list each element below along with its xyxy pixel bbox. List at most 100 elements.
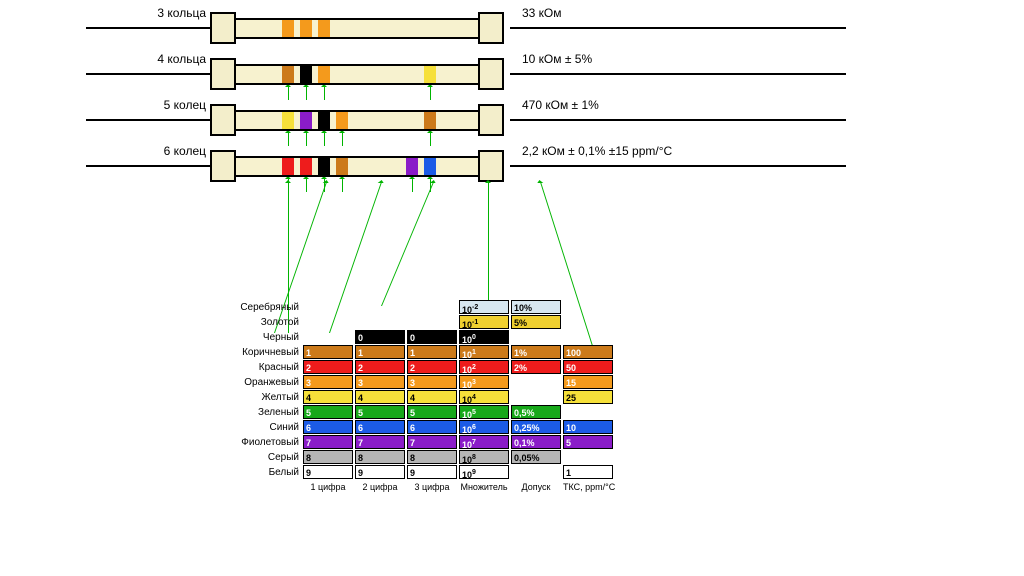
table-row: Оранжевый33310315 — [213, 375, 615, 390]
resistor-row-3: 6 колец 2,2 кОм ± 0,1% ±15 ppm/°C — [86, 144, 846, 188]
tkc-cell — [563, 330, 613, 344]
table-row: Коричневый1111011%100 — [213, 345, 615, 360]
color-name: Синий — [213, 420, 303, 435]
digit-cell: 5 — [407, 405, 457, 419]
multiplier-cell: 100 — [459, 330, 509, 344]
arrow-line-icon — [381, 182, 434, 306]
digit-cell: 1 — [355, 345, 405, 359]
digit-cell: 9 — [407, 465, 457, 479]
resistor-label-right: 10 кОм ± 5% — [522, 52, 842, 66]
color-name: Оранжевый — [213, 375, 303, 390]
digit-cell: 2 — [407, 360, 457, 374]
digit-cell — [303, 330, 353, 344]
resistor-label-right: 33 кОм — [522, 6, 842, 20]
column-header: Допуск — [511, 480, 561, 495]
table-row: Серый8881080,05% — [213, 450, 615, 465]
resistor-label-left: 4 кольца — [86, 52, 206, 66]
band-orange — [300, 20, 312, 37]
tkc-cell: 25 — [563, 390, 613, 404]
digit-cell: 3 — [355, 375, 405, 389]
band-black — [318, 158, 330, 175]
tolerance-cell: 0,05% — [511, 450, 561, 464]
digit-cell — [303, 300, 353, 314]
tolerance-cell: 10% — [511, 300, 561, 314]
tolerance-cell — [511, 465, 561, 479]
table-row: Красный2221022%50 — [213, 360, 615, 375]
table-row: Серебряный10-210% — [213, 300, 615, 315]
color-name: Золотой — [213, 315, 303, 330]
tkc-cell — [563, 300, 613, 314]
resistor-label-left: 5 колец — [86, 98, 206, 112]
band-brown — [424, 112, 436, 129]
column-header: Множитель — [459, 480, 509, 495]
multiplier-cell: 105 — [459, 405, 509, 419]
digit-cell — [407, 300, 457, 314]
digit-cell: 9 — [303, 465, 353, 479]
multiplier-cell: 108 — [459, 450, 509, 464]
band-black — [318, 112, 330, 129]
multiplier-cell: 10-1 — [459, 315, 509, 329]
resistor-label-left: 6 колец — [86, 144, 206, 158]
tkc-cell: 50 — [563, 360, 613, 374]
band-orange — [282, 20, 294, 37]
tolerance-cell — [511, 330, 561, 344]
digit-cell: 7 — [407, 435, 457, 449]
multiplier-cell: 103 — [459, 375, 509, 389]
band-violet — [406, 158, 418, 175]
table-row: Белый9991091 — [213, 465, 615, 480]
band-red — [300, 158, 312, 175]
digit-cell: 9 — [355, 465, 405, 479]
tolerance-cell: 0,1% — [511, 435, 561, 449]
digit-cell: 6 — [303, 420, 353, 434]
table-row: Черный00100 — [213, 330, 615, 345]
digit-cell — [407, 315, 457, 329]
band-brown — [336, 158, 348, 175]
table-row: Золотой10-15% — [213, 315, 615, 330]
digit-cell: 4 — [355, 390, 405, 404]
digit-cell: 8 — [407, 450, 457, 464]
column-header: 1 цифра — [303, 480, 353, 495]
resistor-row-1: 4 кольца 10 кОм ± 5% — [86, 52, 846, 96]
color-name: Серый — [213, 450, 303, 465]
tkc-cell: 1 — [563, 465, 613, 479]
column-header: 2 цифра — [355, 480, 405, 495]
tolerance-cell: 2% — [511, 360, 561, 374]
digit-cell: 5 — [303, 405, 353, 419]
digit-cell: 4 — [407, 390, 457, 404]
tolerance-cell: 0,25% — [511, 420, 561, 434]
tkc-cell — [563, 405, 613, 419]
digit-cell: 6 — [355, 420, 405, 434]
digit-cell: 0 — [355, 330, 405, 344]
digit-cell — [355, 315, 405, 329]
arrow-up-icon — [342, 178, 343, 192]
band-brown — [282, 66, 294, 83]
tolerance-cell — [511, 390, 561, 404]
column-header: 3 цифра — [407, 480, 457, 495]
resistor-label-right: 2,2 кОм ± 0,1% ±15 ppm/°C — [522, 144, 842, 158]
digit-cell: 3 — [303, 375, 353, 389]
tolerance-cell: 1% — [511, 345, 561, 359]
tolerance-cell — [511, 375, 561, 389]
color-name: Фиолетовый — [213, 435, 303, 450]
band-red — [282, 158, 294, 175]
digit-cell: 1 — [407, 345, 457, 359]
digit-cell: 2 — [303, 360, 353, 374]
table-row: Желтый44410425 — [213, 390, 615, 405]
digit-cell: 8 — [355, 450, 405, 464]
digit-cell: 1 — [303, 345, 353, 359]
band-blue — [424, 158, 436, 175]
tkc-cell: 10 — [563, 420, 613, 434]
band-orange — [318, 66, 330, 83]
color-name: Желтый — [213, 390, 303, 405]
digit-cell: 4 — [303, 390, 353, 404]
band-yellow — [424, 66, 436, 83]
tkc-cell — [563, 315, 613, 329]
digit-cell: 8 — [303, 450, 353, 464]
band-orange — [336, 112, 348, 129]
tkc-cell: 15 — [563, 375, 613, 389]
digit-cell: 0 — [407, 330, 457, 344]
color-name: Серебряный — [213, 300, 303, 315]
color-name: Коричневый — [213, 345, 303, 360]
digit-cell: 7 — [355, 435, 405, 449]
digit-cell — [303, 315, 353, 329]
